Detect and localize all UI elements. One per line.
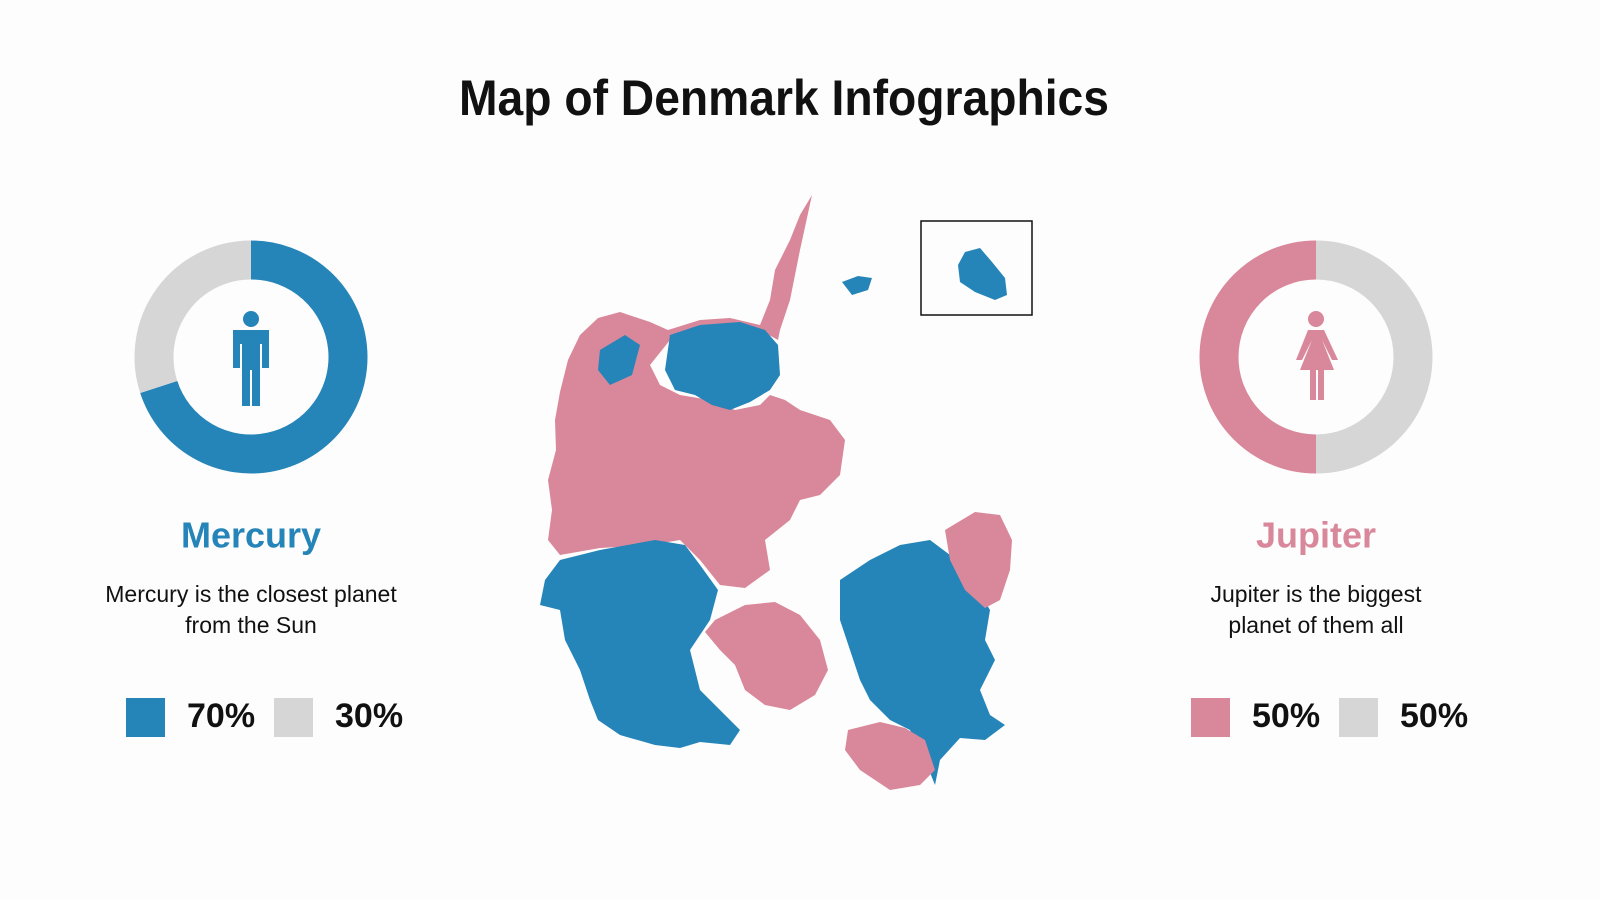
donut-segment [140, 240, 368, 474]
region-limfjord [598, 335, 640, 385]
legend-value: 70% [187, 697, 255, 735]
donut-segment [134, 240, 252, 393]
panel-description: planet of them all [1228, 612, 1403, 638]
legend-swatch [1339, 698, 1378, 737]
donut-segment [1199, 240, 1317, 474]
legend-swatch [274, 698, 313, 737]
region-himmerland [665, 322, 780, 410]
panel-description: from the Sun [185, 612, 317, 638]
region-anholt [842, 276, 872, 295]
region-bornholm [958, 248, 1007, 300]
bornholm-frame [920, 220, 1033, 316]
icon-head [243, 311, 259, 327]
denmark-map [540, 195, 1033, 790]
donut-segment [1315, 240, 1433, 474]
icon-body [233, 330, 269, 406]
legend-value: 50% [1252, 697, 1320, 735]
panel-description: Jupiter is the biggest [1211, 581, 1423, 607]
panel-name: Mercury [181, 515, 321, 556]
panels: Mercury Mercury is the closest planet from… [105, 240, 1468, 737]
title: Map of Denmark Infographics [459, 70, 1109, 126]
region-south-jutland [540, 540, 740, 748]
region-funen [705, 602, 828, 710]
region-north-zealand [945, 512, 1012, 608]
panel-name: Jupiter [1256, 515, 1376, 556]
legend-value: 30% [335, 697, 403, 735]
legend-value: 50% [1400, 697, 1468, 735]
person-icon [233, 311, 269, 406]
region-zealand [840, 540, 1005, 785]
legend-swatch [126, 698, 165, 737]
legend-swatch [1191, 698, 1230, 737]
region-lolland [845, 722, 935, 790]
person-icon [1296, 311, 1338, 400]
icon-head [1308, 311, 1324, 327]
icon-body [1296, 330, 1338, 400]
region-north-jutland [548, 195, 845, 588]
panel-description: Mercury is the closest planet [105, 581, 397, 607]
